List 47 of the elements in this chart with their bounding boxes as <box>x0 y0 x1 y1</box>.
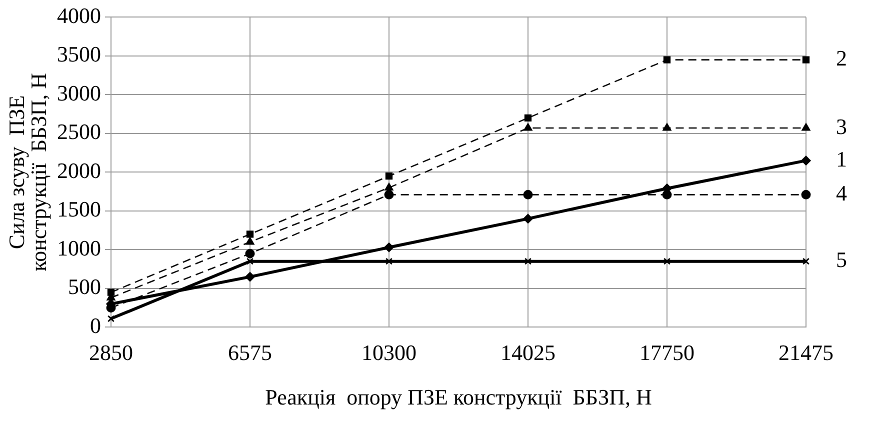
y-tick-label: 4000 <box>57 2 101 28</box>
point <box>384 182 394 190</box>
x-tick-label: 10300 <box>362 340 416 366</box>
y-tick-label: 3000 <box>57 80 101 106</box>
series-label: 2 <box>836 46 847 71</box>
series-label: 1 <box>836 146 847 172</box>
point <box>384 190 394 200</box>
point <box>523 190 533 200</box>
point <box>524 123 532 131</box>
x-tick-label: 2850 <box>89 340 133 366</box>
point <box>802 258 810 265</box>
point <box>246 258 254 265</box>
x-tick-label: 17750 <box>640 340 694 366</box>
y-tick-label: 1500 <box>57 196 101 222</box>
x-axis-title: Реакція опору ПЗЕ конструкції ББЗП, Н <box>265 384 652 410</box>
x-tick-label: 6575 <box>228 340 272 366</box>
series-label: 3 <box>836 114 847 139</box>
point <box>663 56 671 64</box>
point <box>246 230 254 238</box>
point <box>801 156 811 166</box>
x-tick-label: 21475 <box>778 340 834 366</box>
point <box>523 214 533 224</box>
point <box>801 190 811 200</box>
y-tick-label: 1000 <box>57 235 101 260</box>
point <box>384 242 394 252</box>
point <box>245 272 255 282</box>
point <box>663 258 671 265</box>
point <box>524 114 532 122</box>
point <box>662 123 672 131</box>
y-tick-label: 3500 <box>57 42 101 67</box>
point <box>524 258 532 265</box>
series-label: 5 <box>836 247 847 272</box>
point <box>107 288 115 296</box>
point <box>802 123 810 131</box>
y-tick-label: 2000 <box>57 158 101 183</box>
point <box>802 56 810 64</box>
point <box>385 172 393 180</box>
point <box>107 315 115 322</box>
y-tick-label: 2500 <box>57 119 101 144</box>
y-axis-title: Сила зсуву ПЗЕ конструкції ББЗП, Н <box>4 72 51 272</box>
y-tick-label: 0 <box>90 312 101 338</box>
series-label: 4 <box>836 180 847 206</box>
point <box>246 237 254 245</box>
point <box>385 258 393 265</box>
point <box>245 248 255 258</box>
x-tick-label: 14025 <box>500 340 556 366</box>
y-tick-label: 500 <box>68 274 101 300</box>
